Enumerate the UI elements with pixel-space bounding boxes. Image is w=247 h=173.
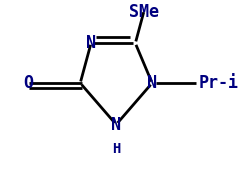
Text: H: H xyxy=(112,142,120,156)
Text: N: N xyxy=(86,34,96,52)
Text: Pr-i: Pr-i xyxy=(199,74,239,92)
Text: N: N xyxy=(111,116,121,134)
Text: N: N xyxy=(147,74,157,92)
Text: SMe: SMe xyxy=(129,3,159,21)
Text: O: O xyxy=(24,74,34,92)
